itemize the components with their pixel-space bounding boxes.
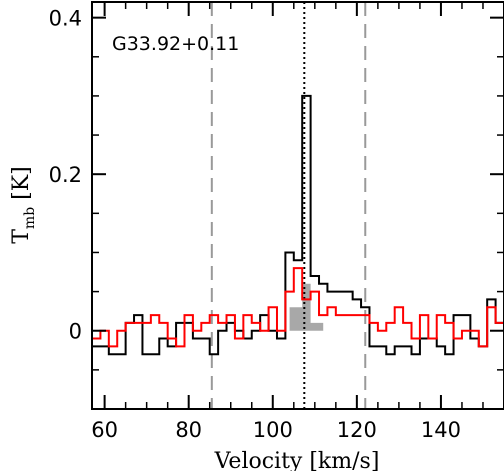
y-axis-title: Tmb [K] — [9, 166, 38, 244]
series-0-line — [92, 94, 504, 356]
series-1-line — [92, 267, 504, 348]
y-tick-label-2: 0.4 — [49, 7, 82, 31]
x-tick-label-120: 120 — [337, 418, 377, 442]
y-axis-title-sub: mb — [22, 207, 38, 229]
x-tick-label-140: 140 — [421, 418, 461, 442]
axis-ticks: 60 80 100 120 140 0 0.2 0.4 — [49, 2, 504, 442]
x-tick-label-100: 100 — [253, 418, 293, 442]
plot-frame — [91, 1, 504, 410]
x-tick-label-80: 80 — [175, 418, 202, 442]
x-axis-title: Velocity [km/s] — [214, 449, 380, 471]
x-tick-label-60: 60 — [91, 418, 118, 442]
y-axis-title-unit: [K] — [9, 166, 34, 207]
plot-area — [92, 2, 504, 409]
y-tick-label-1: 0.2 — [49, 163, 82, 187]
y-tick-label-0: 0 — [69, 320, 82, 344]
y-axis-title-main: T — [9, 229, 34, 244]
source-label: G33.92+0.11 — [112, 33, 239, 55]
